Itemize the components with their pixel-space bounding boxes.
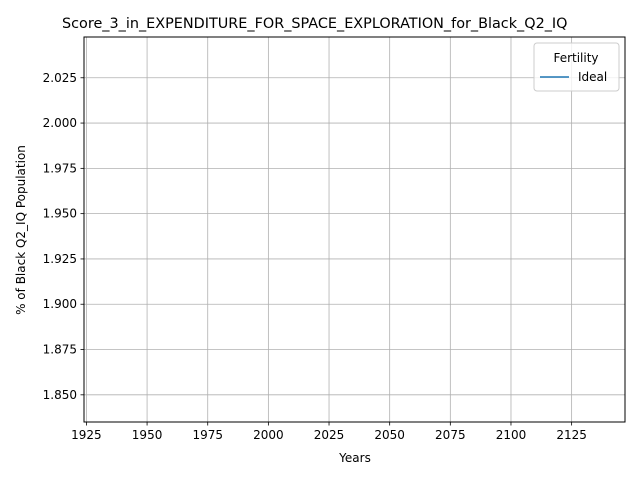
x-tick-label: 2125 — [556, 428, 587, 442]
plot-frame — [83, 36, 626, 423]
x-tick-label: 1975 — [192, 428, 223, 442]
y-axis-label: % of Black Q2_IQ Population — [14, 145, 28, 315]
x-axis-label: Years — [338, 451, 371, 465]
y-tick-label: 2.000 — [43, 116, 77, 130]
y-tick-label: 1.850 — [43, 388, 77, 402]
legend-box — [533, 42, 620, 92]
x-axis-ticks: 1925 1950 1975 2000 2025 2050 2075 2100 2125 — [71, 422, 587, 442]
x-tick-label: 2100 — [496, 428, 527, 442]
y-tick-label: 1.925 — [43, 252, 77, 266]
x-tick-label: 1925 — [71, 428, 102, 442]
legend: Fertility Ideal — [533, 42, 620, 92]
chart-title: Score_3_in_EXPENDITURE_FOR_SPACE_EXPLORA… — [62, 16, 568, 32]
legend-title: Fertility — [553, 51, 598, 65]
y-tick-label: 1.950 — [43, 207, 77, 221]
x-tick-label: 2075 — [435, 428, 466, 442]
x-tick-label: 2050 — [374, 428, 405, 442]
y-tick-label: 1.975 — [43, 161, 77, 175]
legend-label-ideal: Ideal — [578, 70, 607, 84]
y-tick-label: 1.875 — [43, 343, 77, 357]
grid — [84, 37, 625, 422]
plot-area — [84, 37, 625, 422]
y-tick-label: 1.900 — [43, 297, 77, 311]
x-tick-label: 1950 — [132, 428, 163, 442]
x-tick-label: 2025 — [314, 428, 345, 442]
x-tick-label: 2000 — [253, 428, 284, 442]
y-axis-ticks: 1.850 1.875 1.900 1.925 1.950 1.975 2.000 2.025 — [43, 71, 84, 402]
y-tick-label: 2.025 — [43, 71, 77, 85]
